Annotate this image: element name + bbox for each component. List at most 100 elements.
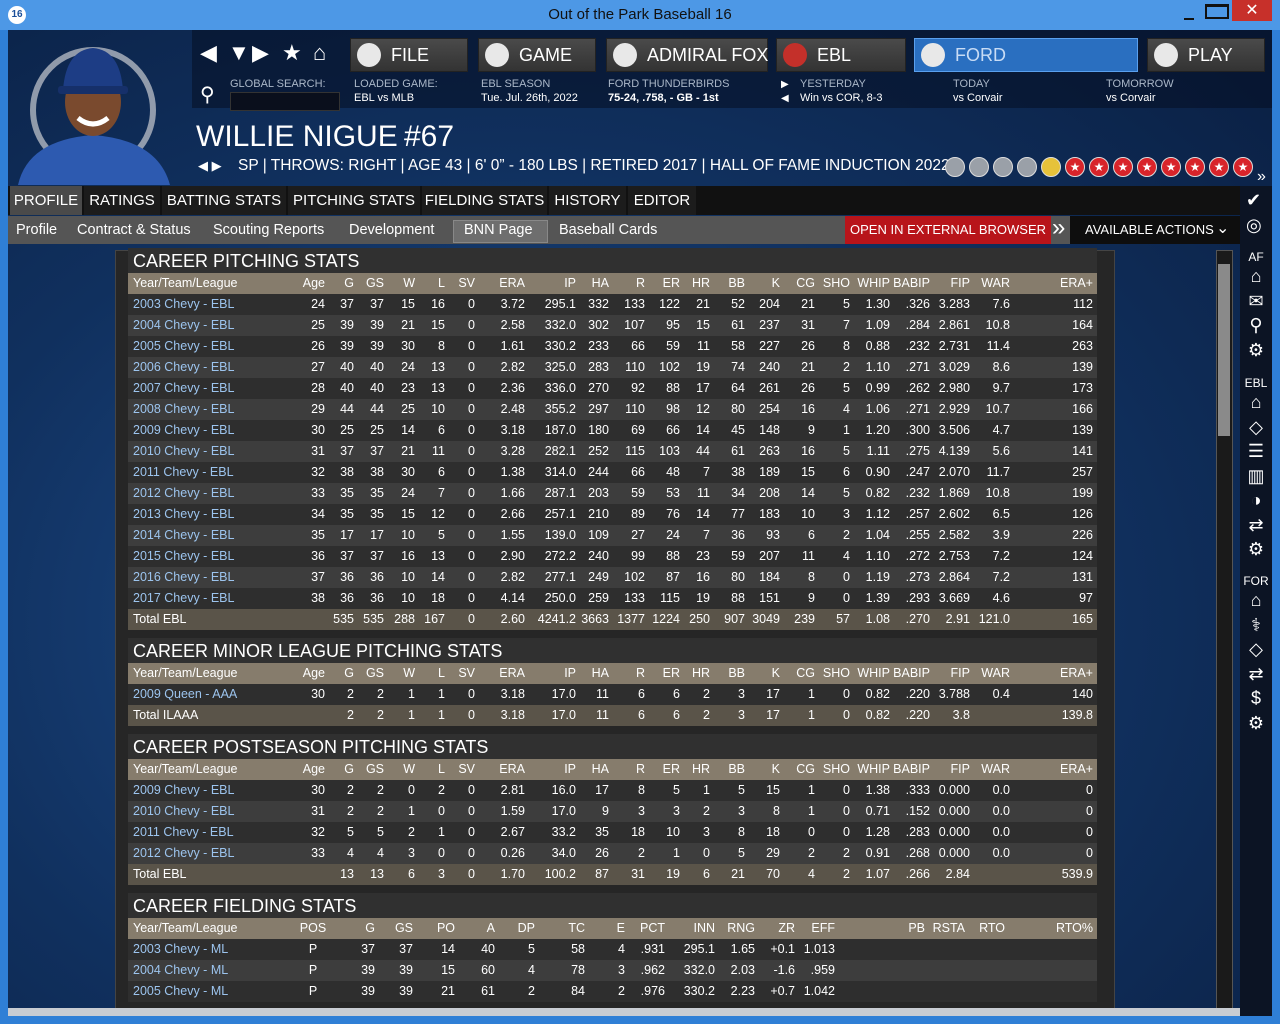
stat-row-cell[interactable]: 2015 Chevy - EBL — [133, 549, 235, 563]
tab[interactable]: PROFILE — [10, 186, 82, 215]
player-arrows[interactable]: ◀ ▶ — [198, 158, 222, 173]
nav-button[interactable]: FILE — [350, 38, 468, 72]
stat-row-cell[interactable]: 2012 Chevy - EBL — [133, 846, 235, 860]
expand-arrows[interactable]: » — [1257, 168, 1266, 185]
award-badge[interactable] — [993, 157, 1013, 177]
stat-row-cell[interactable]: 2011 Chevy - EBL — [133, 825, 234, 839]
award-badge[interactable]: ★ — [1137, 157, 1157, 177]
stat-row-cell[interactable]: 2009 Chevy - EBL — [133, 783, 235, 797]
nav-icon[interactable]: ★ — [282, 40, 302, 65]
sidebar-icon[interactable]: ⌂ — [1250, 266, 1262, 286]
subtab[interactable]: BNN Page — [464, 222, 533, 238]
award-badge[interactable]: ★ — [1185, 157, 1205, 177]
stat-row-cell[interactable]: 2003 Chevy - ML — [133, 942, 229, 956]
close-button[interactable]: ✕ — [1232, 0, 1272, 21]
search-box[interactable] — [230, 92, 340, 111]
stat-row-cell[interactable]: 2007 Chevy - EBL — [133, 381, 235, 395]
tab[interactable]: PITCHING STATS — [288, 186, 420, 215]
stat-row-cell: 244 — [588, 465, 609, 479]
nav-button[interactable]: PLAY — [1147, 38, 1265, 72]
stat-row-cell[interactable]: 2005 Chevy - ML — [133, 984, 229, 998]
stat-row-cell: 0 — [468, 687, 475, 701]
award-badge[interactable]: ★ — [1089, 157, 1109, 177]
stat-row-cell[interactable]: 2014 Chevy - EBL — [133, 528, 235, 542]
sidebar-icon[interactable]: ✉ — [1248, 290, 1264, 311]
sidebar-icon[interactable]: ⚕ — [1251, 614, 1261, 635]
sidebar-icon[interactable]: ☰ — [1247, 441, 1265, 461]
nav-icon[interactable]: ▼ — [228, 40, 250, 65]
nav-icon[interactable]: ◀ — [200, 40, 217, 65]
stat-row-cell[interactable]: 2016 Chevy - EBL — [133, 570, 235, 584]
sidebar-icon[interactable]: ⚙ — [1247, 712, 1265, 733]
nav-button[interactable]: GAME — [478, 38, 596, 72]
subtab[interactable]: Profile — [16, 222, 58, 238]
award-badge[interactable]: ★ — [1233, 157, 1253, 177]
actions-button[interactable] — [1070, 216, 1240, 244]
subtab[interactable]: Baseball Cards — [559, 222, 658, 238]
stat-row-cell: .976 — [640, 984, 665, 998]
award-badge[interactable]: ★ — [1161, 157, 1181, 177]
stat-row-cell[interactable]: 2011 Chevy - EBL — [133, 465, 234, 479]
stat-row-cell: 3.9 — [992, 528, 1010, 542]
nav-button[interactable]: FORD — [914, 38, 1138, 72]
tab[interactable]: EDITOR — [628, 186, 696, 215]
stat-row-cell[interactable]: 2004 Chevy - EBL — [133, 318, 235, 332]
sidebar-icon[interactable]: ◇ — [1249, 639, 1263, 659]
stat-row-cell[interactable]: 2004 Chevy - ML — [133, 963, 229, 977]
tab[interactable]: RATINGS — [84, 186, 160, 215]
nav-button[interactable]: EBL — [776, 38, 906, 72]
subtab[interactable]: Scouting Reports — [213, 222, 325, 238]
total-row — [128, 705, 1097, 726]
stat-row-cell[interactable]: 2017 Chevy - EBL — [133, 591, 235, 605]
sidebar-icon[interactable]: ✔ — [1246, 190, 1262, 210]
award-badge[interactable] — [969, 157, 989, 177]
subtab[interactable]: Development — [349, 222, 435, 238]
stat-row-cell: 39 — [340, 339, 354, 353]
sidebar-icon[interactable]: ⚲ — [1249, 315, 1263, 335]
stat-row-cell[interactable]: 2012 Chevy - EBL — [133, 486, 235, 500]
stat-row-cell[interactable]: 2010 Chevy - EBL — [133, 444, 235, 458]
award-badge[interactable]: ★ — [1113, 157, 1133, 177]
sidebar-icon[interactable]: ⌂ — [1250, 590, 1262, 610]
award-badge[interactable] — [1041, 157, 1061, 177]
search-icon[interactable]: ⚲ — [200, 84, 215, 106]
stat-row-cell: 0.4 — [992, 687, 1010, 701]
info-value: vs Corvair — [953, 92, 1003, 104]
sidebar-icon[interactable]: ⇄ — [1248, 663, 1264, 684]
award-badge[interactable]: ★ — [1209, 157, 1229, 177]
scroll-thumb[interactable] — [1218, 264, 1230, 436]
subtab[interactable]: Contract & Status — [77, 222, 191, 238]
stat-row-cell[interactable]: 2008 Chevy - EBL — [133, 402, 235, 416]
stat-row-cell: 7 — [438, 486, 445, 500]
tab[interactable]: FIELDING STATS — [422, 186, 547, 215]
nav-icon[interactable]: ⌂ — [313, 40, 327, 65]
minimize-button[interactable] — [1176, 6, 1202, 24]
maximize-button[interactable] — [1205, 4, 1229, 19]
sidebar-icon[interactable]: ⇄ — [1248, 514, 1264, 535]
nav-icon[interactable]: ▶ — [252, 40, 269, 65]
external-button[interactable] — [845, 216, 1051, 244]
sidebar-icon[interactable]: ◎ — [1246, 215, 1262, 235]
stat-row-cell[interactable]: 2009 Queen - AAA — [133, 687, 238, 701]
tab[interactable]: BATTING STATS — [162, 186, 286, 215]
stat-row-cell[interactable]: 2005 Chevy - EBL — [133, 339, 235, 353]
sidebar-icon[interactable]: ⚙ — [1247, 339, 1265, 360]
stat-row-cell[interactable]: 2003 Chevy - EBL — [133, 297, 235, 311]
award-badge[interactable] — [1017, 157, 1037, 177]
award-badge[interactable] — [945, 157, 965, 177]
stat-row-cell[interactable]: 2009 Chevy - EBL — [133, 423, 235, 437]
sidebar-icon[interactable]: ⌂ — [1250, 392, 1262, 412]
nav-button[interactable]: ADMIRAL FOX — [606, 38, 768, 72]
yesterday-arrows[interactable]: ▶ ◀ — [781, 79, 789, 104]
stat-row-cell: 3.18 — [500, 423, 525, 437]
award-badge[interactable]: ★ — [1065, 157, 1085, 177]
sidebar-icon[interactable]: ◑ — [1250, 490, 1262, 510]
stat-row-cell[interactable]: 2006 Chevy - EBL — [133, 360, 235, 374]
sidebar-icon[interactable]: $ — [1250, 688, 1261, 708]
sidebar-icon[interactable]: ⚙ — [1247, 539, 1265, 559]
sidebar-icon[interactable]: ◇ — [1249, 416, 1263, 437]
sidebar-icon[interactable]: ▥ — [1247, 465, 1265, 486]
stat-row-cell[interactable]: 2010 Chevy - EBL — [133, 804, 235, 818]
stat-row-cell[interactable]: 2013 Chevy - EBL — [133, 507, 235, 521]
tab[interactable]: HISTORY — [549, 186, 626, 215]
